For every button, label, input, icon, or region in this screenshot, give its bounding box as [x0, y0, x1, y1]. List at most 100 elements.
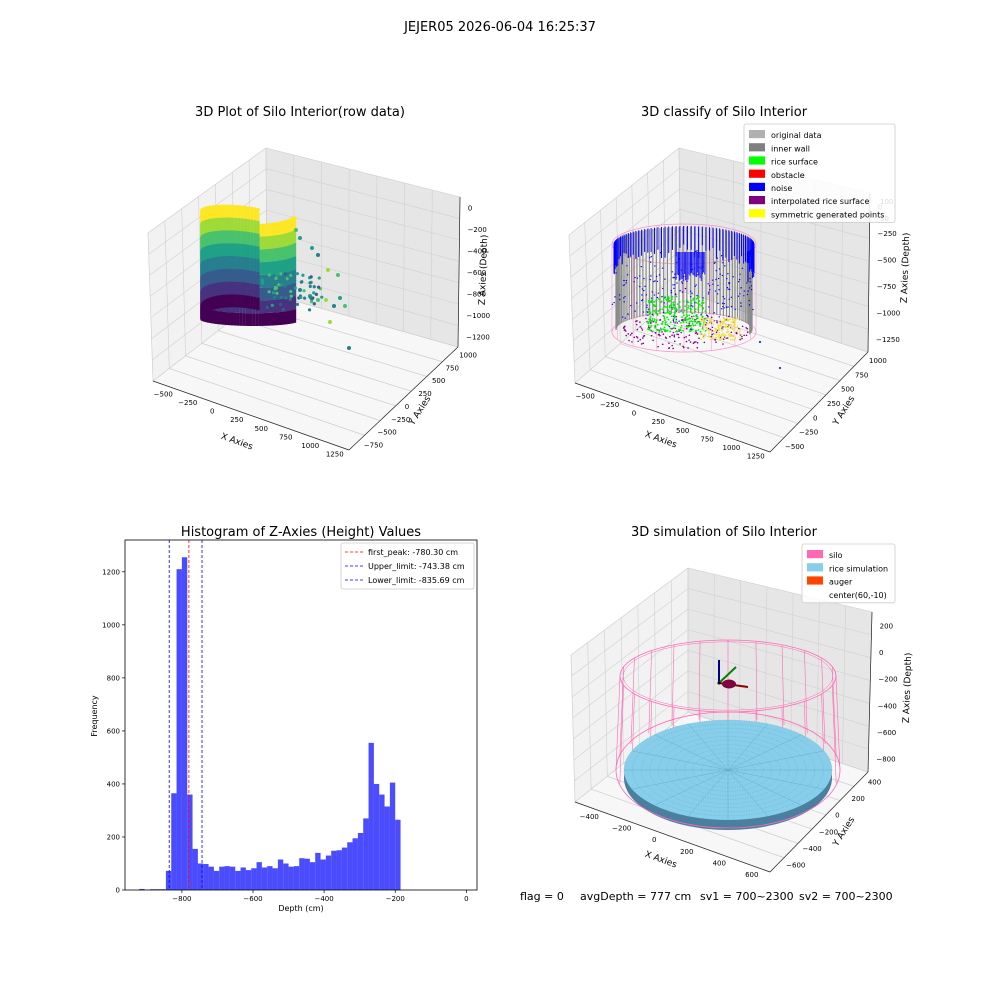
- interpolated-point: [698, 337, 700, 340]
- flag-text: flag = 0: [520, 890, 564, 903]
- noise-point: [700, 267, 702, 269]
- noise-point: [759, 341, 761, 343]
- histogram-bar: [373, 783, 380, 890]
- histogram-bar: [245, 870, 252, 890]
- interpolated-point: [689, 341, 692, 343]
- y-tick-label: 1000: [459, 351, 477, 359]
- rice-surface-point: [657, 298, 660, 300]
- rice-surface-point: [676, 303, 679, 305]
- rice-mesh-spoke: [727, 750, 825, 771]
- grid-line: [687, 588, 872, 636]
- histogram-bar: [235, 870, 241, 890]
- rice-surface-point: [688, 320, 691, 323]
- rice-surface-point: [682, 312, 685, 314]
- x-tick-label: 1250: [747, 453, 765, 461]
- histogram-ylabel: Frequency: [90, 695, 99, 737]
- legend-swatch: [749, 196, 765, 205]
- noise-point: [712, 283, 714, 285]
- noise-point: [641, 288, 644, 290]
- rice-surface-point: [677, 328, 680, 331]
- grid-line: [739, 580, 741, 730]
- noise-point: [656, 296, 659, 299]
- interpolated-point: [710, 316, 713, 319]
- rice-surface-point: [701, 302, 704, 304]
- rice-mesh-spoke: [688, 723, 729, 771]
- interpolated-point: [685, 327, 688, 330]
- rice-surface-point: [659, 308, 661, 311]
- y-tick-label: −750: [364, 442, 383, 450]
- data-point: [347, 346, 351, 350]
- noise-point: [726, 277, 728, 280]
- rice-surface-point: [680, 324, 683, 327]
- interpolated-point: [677, 336, 680, 339]
- data-point: [307, 308, 312, 312]
- symmetric-point: [729, 324, 731, 326]
- x-tick-label: −500: [154, 390, 173, 398]
- histogram-bar: [395, 819, 401, 890]
- noise-point: [721, 302, 724, 305]
- interpolated-point: [715, 341, 717, 343]
- data-point: [308, 281, 312, 285]
- histogram-bar: [384, 806, 390, 890]
- noise-point: [672, 319, 675, 322]
- noise-point: [723, 298, 726, 300]
- noise-point: [686, 301, 688, 303]
- rice-surface-point: [648, 308, 651, 311]
- noise-point: [662, 287, 664, 290]
- interpolated-point: [624, 328, 626, 331]
- interpolated-point: [642, 342, 645, 345]
- rice-surface-point: [649, 312, 652, 315]
- symmetric-point: [727, 326, 730, 329]
- noise-point: [624, 296, 626, 298]
- rice-surface-point: [649, 319, 651, 322]
- noise-point: [672, 321, 675, 323]
- interpolated-point: [642, 335, 645, 337]
- rice-surface-point: [647, 327, 649, 330]
- rice-surface-point: [686, 319, 688, 321]
- grid-line: [584, 222, 591, 370]
- noise-point: [718, 268, 721, 270]
- rice-surface-point: [682, 314, 685, 317]
- data-point: [324, 298, 328, 302]
- panel2-tick-labels: −500−250025050075010001250−500−250025050…: [576, 198, 901, 461]
- rice-surface-point: [684, 316, 687, 319]
- histogram-bar: [251, 868, 257, 890]
- data-point: [283, 284, 287, 288]
- symmetric-point: [732, 327, 735, 330]
- noise-point: [641, 299, 643, 302]
- x-tick-label: −200: [612, 825, 631, 833]
- legend-swatch: [749, 182, 765, 191]
- interpolated-point: [671, 334, 673, 336]
- rice-surface-point: [666, 306, 668, 308]
- grid-line: [181, 208, 186, 356]
- rice-surface-point: [664, 321, 667, 324]
- noise-point: [738, 281, 740, 283]
- interpolated-point: [716, 321, 718, 324]
- legend-entry-label: rice surface: [771, 158, 818, 167]
- y-axis-line: [348, 346, 459, 451]
- rice-surface-point: [685, 299, 688, 301]
- symmetric-point: [733, 320, 736, 323]
- noise-point: [741, 267, 744, 270]
- symmetric-point: [739, 328, 741, 331]
- rice-surface-point: [688, 330, 691, 333]
- grid-line: [218, 330, 412, 392]
- rice-surface-point: [655, 319, 658, 322]
- rice-surface-point: [655, 321, 657, 323]
- rice-surface-point: [669, 330, 672, 333]
- noise-point: [690, 295, 692, 298]
- data-point: [288, 297, 292, 301]
- noise-point: [716, 257, 719, 259]
- noise-point: [650, 297, 653, 299]
- interpolated-point: [672, 347, 674, 350]
- rice-surface-point: [665, 330, 668, 332]
- grid-line: [572, 229, 681, 320]
- noise-point: [739, 273, 741, 275]
- data-point: [278, 302, 283, 307]
- x-tick-label: 1250: [326, 451, 344, 459]
- x-tick-label: 0: [632, 410, 636, 418]
- y-tick-label: −500: [785, 443, 804, 451]
- panel4-silo-simulation: [615, 639, 841, 830]
- symmetric-point: [702, 319, 705, 322]
- rice-surface-point: [697, 302, 700, 305]
